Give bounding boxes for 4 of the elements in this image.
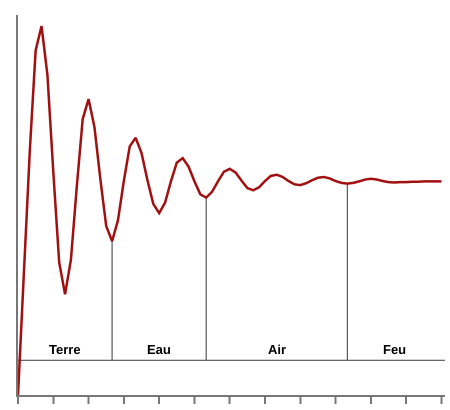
annotation: Air xyxy=(268,342,286,357)
annotation: Eau xyxy=(147,342,171,357)
annotation: Feu xyxy=(383,342,406,357)
annotation: Terre xyxy=(49,342,81,357)
